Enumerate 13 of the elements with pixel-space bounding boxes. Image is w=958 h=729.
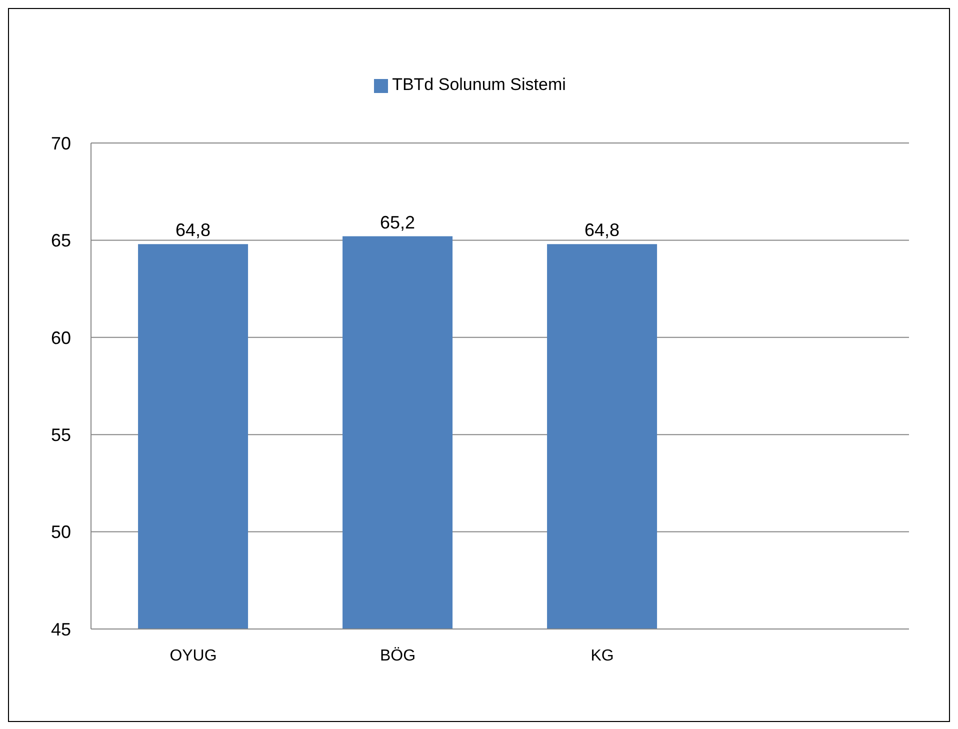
x-tick-label: KG: [590, 647, 614, 664]
data-label: 64,8: [176, 220, 211, 240]
y-tick-label: 45: [50, 619, 71, 640]
legend-label: TBTd Solunum Sistemi: [392, 75, 566, 94]
data-label: 64,8: [584, 220, 620, 240]
y-tick-label: 55: [50, 424, 71, 445]
y-tick-label: 65: [50, 230, 71, 251]
y-tick-label: 50: [50, 522, 71, 542]
data-label: 65,2: [380, 212, 416, 232]
x-tick-label: OYUG: [170, 647, 217, 664]
y-tick-label: 70: [50, 133, 71, 154]
y-tick-label: 60: [50, 328, 71, 348]
x-tick-label: BÖG: [380, 646, 416, 664]
